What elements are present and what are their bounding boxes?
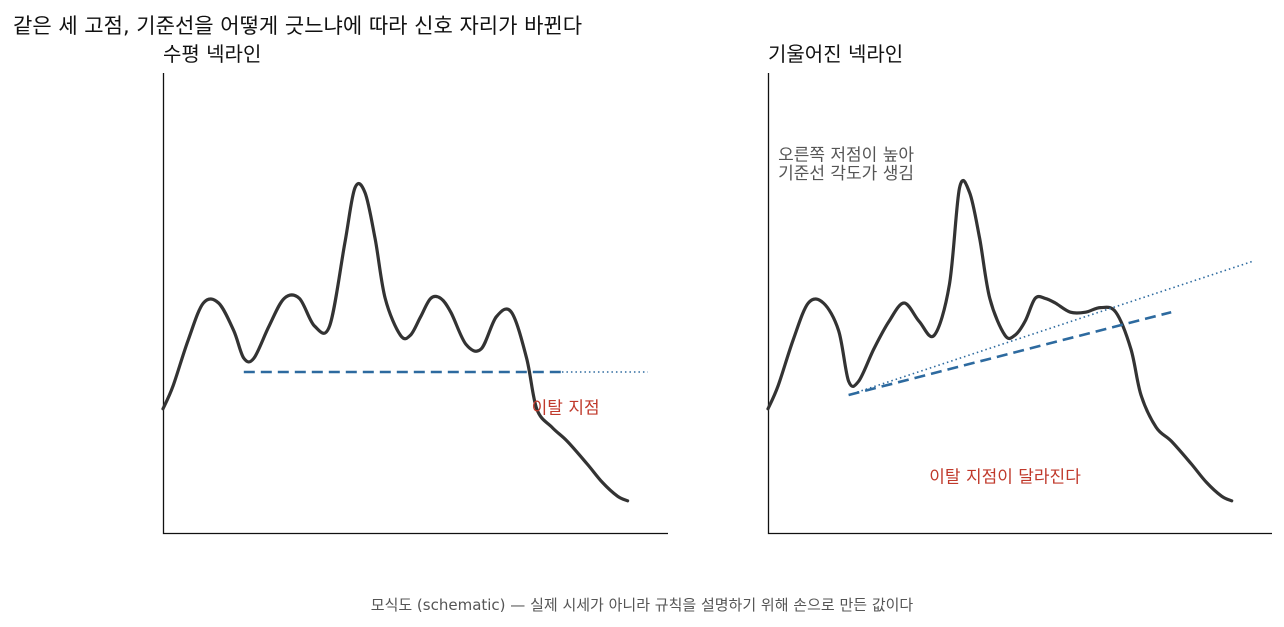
breakout-label-right: 이탈 지점이 달라진다 (929, 467, 1081, 487)
panel-title-sloped: 기울어진 넥라인 (768, 42, 903, 66)
axes-right (767, 73, 1272, 535)
panel-title-horizontal: 수평 넥라인 (163, 42, 261, 66)
price-line-left (161, 181, 630, 503)
annotation-right-0: 오른쪽 저점이 높아 (778, 145, 914, 165)
price-line-right (766, 178, 1234, 503)
figure-caption: 모식도 (schematic) — 실제 시세가 아니라 규칙을 설명하기 위해… (370, 596, 914, 614)
figure-title: 같은 세 고점, 기준선을 어떻게 긋느냐에 따라 신호 자리가 바뀐다 (13, 14, 583, 38)
annotation-right-1: 기준선 각도가 생김 (778, 164, 914, 184)
breakout-label-left: 이탈 지점 (532, 398, 600, 418)
neckline-extension-right (848, 260, 1253, 396)
chart-panel-left: 수평 넥라인 이탈 지점 (161, 42, 668, 535)
neckline-right (848, 310, 1172, 397)
axes-left (162, 73, 668, 535)
